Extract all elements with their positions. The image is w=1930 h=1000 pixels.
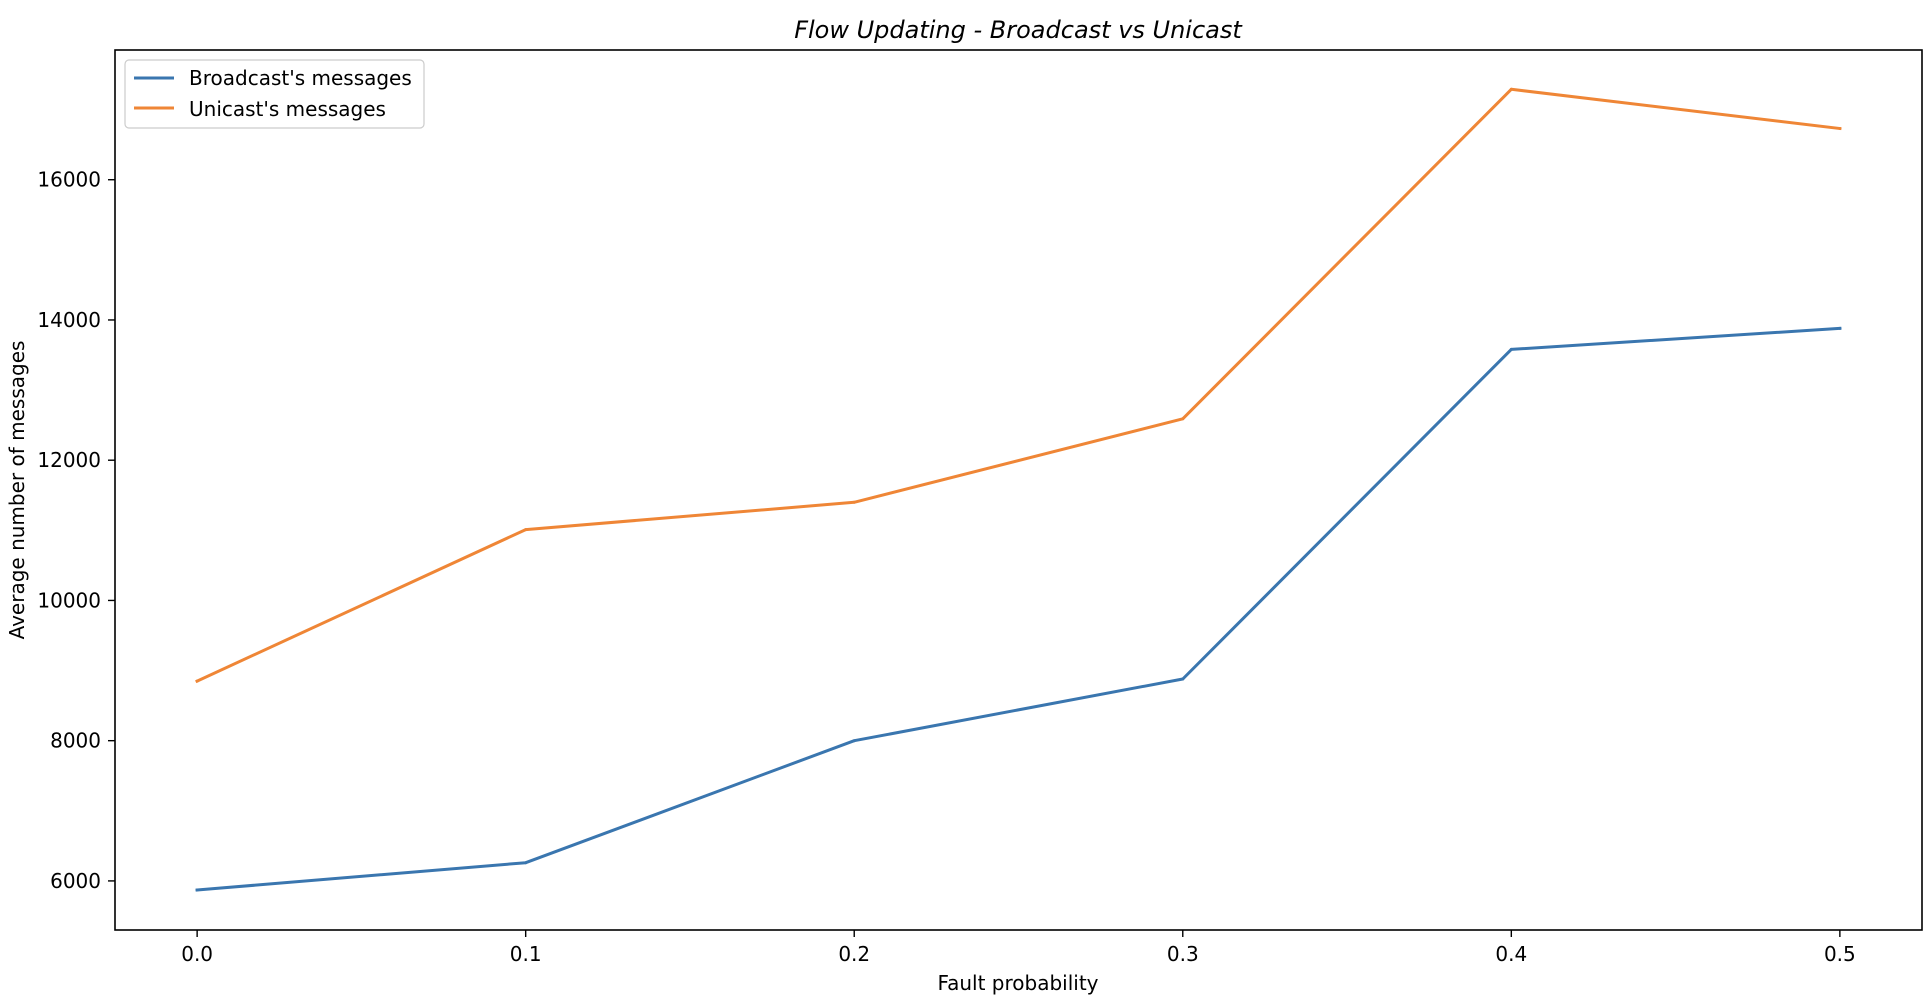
y-axis-label: Average number of messages — [5, 341, 29, 640]
y-tick-label-3: 12000 — [37, 448, 101, 472]
x-tick-label-0: 0.0 — [181, 942, 213, 966]
series-0-point-2 — [852, 739, 856, 743]
x-tick-label-5: 0.5 — [1824, 942, 1856, 966]
series-line-0 — [195, 326, 1842, 892]
legend-label-broadcast: Broadcast's messages — [189, 66, 412, 90]
series-1-point-5 — [1838, 127, 1842, 130]
series-1-point-1 — [524, 528, 528, 532]
x-tick-label-4: 0.4 — [1495, 942, 1527, 966]
y-tick-label-5: 16000 — [37, 168, 101, 192]
chart-title: Flow Updating - Broadcast vs Unicast — [794, 16, 1243, 44]
legend-label-unicast: Unicast's messages — [189, 97, 386, 121]
legend: Broadcast's messages Unicast's messages — [124, 59, 425, 129]
y-tick-label-4: 14000 — [37, 308, 101, 332]
x-axis-label: Fault probability — [937, 971, 1098, 995]
y-axis-ticks: 6000 8000 10000 12000 14000 16000 — [37, 168, 115, 893]
series-1-point-4 — [1509, 87, 1513, 91]
y-tick-label-1: 8000 — [50, 729, 101, 753]
series-line-1 — [195, 87, 1842, 684]
plot-frame — [114, 49, 1923, 931]
series-1-point-2 — [852, 500, 856, 504]
series-0-point-0 — [195, 888, 199, 892]
plot-marks — [195, 87, 1842, 892]
x-tick-label-3: 0.3 — [1167, 942, 1199, 966]
series-0-point-4 — [1509, 347, 1513, 351]
x-axis-ticks: 0.0 0.1 0.2 0.3 0.4 0.5 — [181, 930, 1856, 966]
x-tick-label-1: 0.1 — [510, 942, 542, 966]
series-0-point-3 — [1181, 677, 1185, 681]
series-1-point-0 — [195, 679, 199, 683]
series-1-point-3 — [1181, 417, 1185, 421]
x-tick-label-2: 0.2 — [838, 942, 870, 966]
y-tick-label-2: 10000 — [37, 588, 101, 612]
series-0-point-1 — [524, 861, 528, 865]
legend-box — [124, 59, 425, 129]
y-tick-label-0: 6000 — [50, 869, 101, 893]
series-0-point-5 — [1838, 326, 1842, 330]
